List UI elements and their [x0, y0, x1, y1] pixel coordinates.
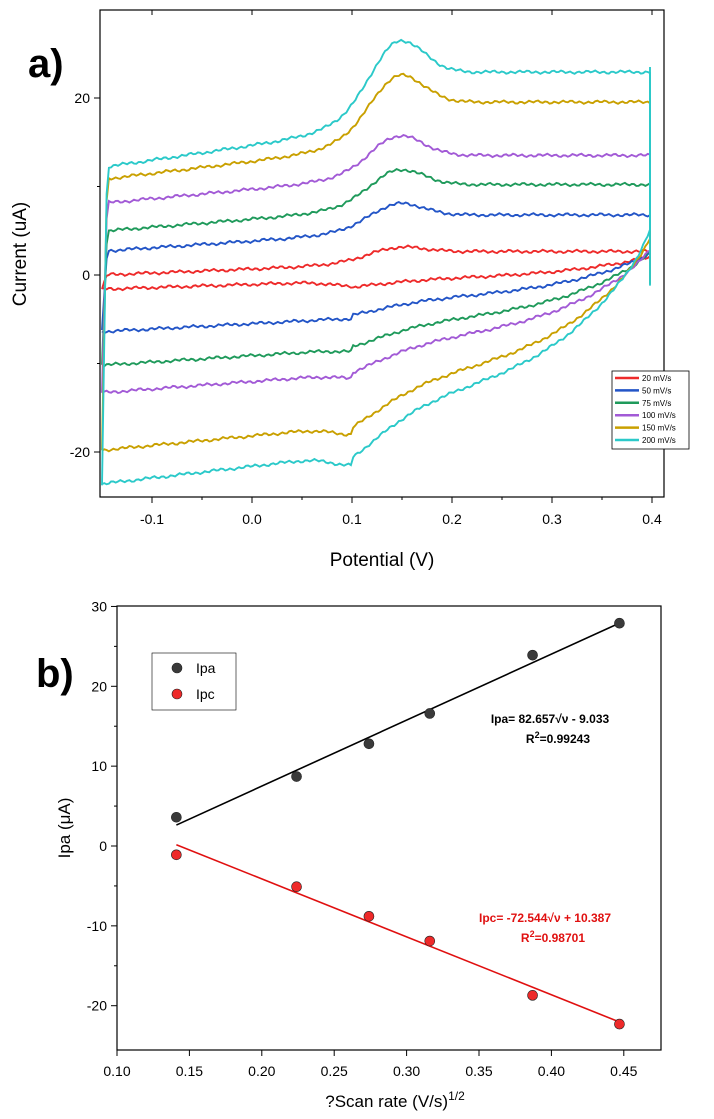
- fit-line-ipc: [176, 843, 620, 1023]
- x-tick-label-b: 0.15: [176, 1063, 203, 1079]
- data-point-ipc: [424, 935, 436, 947]
- x-axis-title-a: Potential (V): [330, 550, 435, 571]
- fit-line-ipa: [176, 622, 620, 826]
- legend-label-a: 50 mV/s: [642, 386, 671, 395]
- legend-label-a: 100 mV/s: [642, 411, 676, 420]
- series-ipc: [171, 843, 625, 1030]
- equation-text: Ipc= -72.544√ν + 10.387: [479, 911, 611, 925]
- cyclic-voltammetry-chart: -0.1 0.0 0.1 0.2 0.3 0.4 -20 0 20 Potential (V) Cu…: [10, 9, 690, 571]
- x-tick-label-b: 0.10: [103, 1063, 130, 1079]
- panel-label-b: b): [36, 652, 74, 696]
- y-tick-label-b: 0: [99, 838, 107, 854]
- x-tick-label-a: 0.2: [442, 511, 462, 527]
- y-tick-label-b: 10: [91, 758, 107, 774]
- data-point-ipc: [363, 910, 375, 922]
- panel-label-a: a): [28, 42, 64, 86]
- legend-marker-b: [171, 662, 183, 674]
- data-point-ipa: [614, 617, 625, 629]
- legend-label-b: Ipc: [196, 686, 215, 702]
- y-tick-label-b: 30: [91, 598, 107, 614]
- x-tick-label-b: 0.40: [538, 1063, 565, 1079]
- data-point-ipa: [424, 708, 436, 719]
- x-tick-label-b: 0.25: [321, 1063, 348, 1079]
- legend-box-a: [611, 370, 690, 450]
- legend-marker-b: [171, 688, 183, 700]
- x-tick-label-a: 0.0: [242, 511, 262, 527]
- x-tick-label-a: 0.1: [342, 511, 362, 527]
- data-point-ipc: [527, 990, 538, 1001]
- x-axis-title-b: ?Scan rate (V/s)1/2: [325, 1089, 465, 1111]
- r-squared-text: R2=0.98701: [521, 929, 585, 945]
- x-tick-label-b: 0.35: [465, 1063, 492, 1079]
- r-squared-text: R2=0.99243: [526, 730, 590, 746]
- data-point-ipa: [527, 649, 538, 661]
- y-tick-label-a: -20: [70, 444, 90, 460]
- x-tick-label-a: 0.4: [642, 511, 662, 527]
- equation-text: Ipa= 82.657√ν - 9.033: [491, 712, 610, 726]
- legend-label-a: 20 mV/s: [642, 374, 671, 383]
- y-axis-title-b: Ipa (μA): [55, 798, 74, 859]
- regression-equation-ipa: Ipa= 82.657√ν - 9.033 R2=0.99243: [491, 712, 610, 746]
- x-tick-label-a: -0.1: [140, 511, 164, 527]
- legend-label-a: 75 mV/s: [642, 399, 671, 408]
- series-ipa: [171, 617, 625, 826]
- legend-box-b: [151, 652, 237, 711]
- legend-label-a: 150 mV/s: [642, 424, 676, 433]
- data-point-ipc: [171, 849, 182, 861]
- data-point-ipc: [614, 1018, 625, 1030]
- y-tick-label-a: 20: [74, 90, 90, 106]
- x-tick-label-b: 0.45: [610, 1063, 637, 1079]
- legend-a: 20 mV/s 50 mV/s 75 mV/s 100 mV/s 150 mV/s 200…: [611, 370, 690, 450]
- data-point-ipa: [291, 771, 302, 782]
- y-tick-label-b: -20: [87, 998, 107, 1014]
- legend-b: Ipa Ipc: [151, 652, 237, 711]
- cv-curve-200mvs: [101, 38, 651, 486]
- x-tick-label-a: 0.3: [542, 511, 562, 527]
- plot-frame-b: [116, 605, 662, 1051]
- data-point-ipa: [363, 738, 375, 750]
- legend-label-b: Ipa: [196, 660, 216, 676]
- data-point-ipa: [171, 811, 182, 823]
- y-tick-label-b: 20: [91, 678, 107, 694]
- plot-frame-a: [99, 9, 665, 498]
- y-axis-title-a: Current (uA): [10, 202, 31, 307]
- legend-label-a: 200 mV/s: [642, 436, 676, 445]
- y-tick-label-b: -10: [87, 918, 107, 934]
- data-point-ipc: [291, 881, 302, 893]
- regression-equation-ipc: Ipc= -72.544√ν + 10.387 R2=0.98701: [479, 911, 611, 945]
- x-tick-label-b: 0.20: [248, 1063, 275, 1079]
- y-tick-label-a: 0: [82, 267, 90, 283]
- x-tick-label-b: 0.30: [393, 1063, 420, 1079]
